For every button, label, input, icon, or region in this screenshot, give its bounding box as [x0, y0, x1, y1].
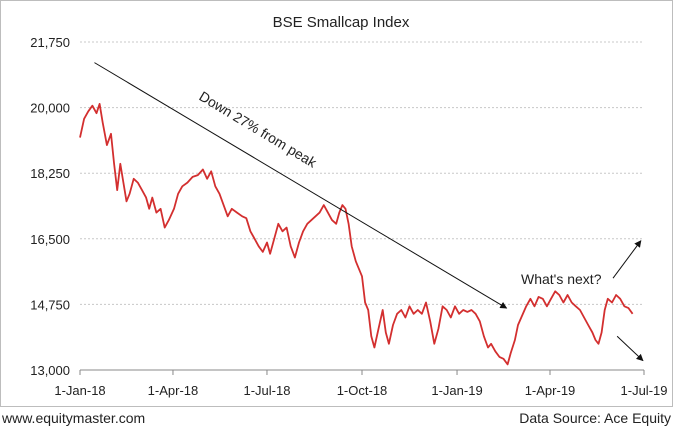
index-series-line — [79, 103, 634, 366]
x-tick-label: 1-Jan-19 — [431, 383, 482, 398]
x-tick-label: 1-Jan-18 — [54, 383, 105, 398]
up-arrow — [612, 240, 642, 279]
series-layer — [79, 103, 634, 366]
annotation-whats-next-label: What's next? — [521, 271, 602, 287]
annotation-down-label: Down 27% from peak — [196, 88, 320, 171]
chart-title: BSE Smallcap Index — [273, 14, 410, 31]
y-tick-label: 18,250 — [30, 166, 70, 181]
down-trend-arrow — [94, 62, 508, 309]
x-tick-label: 1-Jul-18 — [243, 383, 290, 398]
x-tick-label: 1-Apr-18 — [148, 383, 199, 398]
y-tick-label: 20,000 — [30, 101, 70, 116]
grid-layer — [80, 41, 644, 305]
x-tick-label: 1-Apr-19 — [525, 383, 576, 398]
y-tick-label: 16,500 — [30, 232, 70, 247]
down-arrow — [616, 335, 644, 362]
chart-frame: BSE Smallcap Index 13,000 14,750 16,500 18,… — [0, 0, 673, 407]
axis-layer: 13,000 14,750 16,500 18,250 20,000 21,750 1-Ja… — [30, 35, 667, 398]
x-tick-label: 1-Jul-19 — [621, 383, 668, 398]
y-tick-label: 21,750 — [30, 35, 70, 50]
chart-svg: BSE Smallcap Index 13,000 14,750 16,500 18,… — [30, 14, 667, 398]
y-tick-label: 14,750 — [30, 297, 70, 312]
footer-data-source: Data Source: Ace Equity — [519, 410, 671, 426]
x-tick-label: 1-Oct-18 — [337, 383, 388, 398]
footer-source-site: www.equitymaster.com — [2, 410, 146, 426]
y-tick-label: 13,000 — [30, 363, 70, 378]
